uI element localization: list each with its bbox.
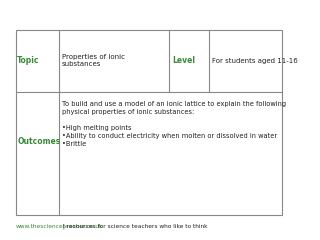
Text: Topic: Topic [17,56,40,65]
Text: Level: Level [172,56,195,65]
Text: To build and use a model of an ionic lattice to explain the following
physical p: To build and use a model of an ionic lat… [62,101,286,147]
Text: For students aged 11-16: For students aged 11-16 [212,58,298,64]
Text: www.thescienceteacher.co.uk: www.thescienceteacher.co.uk [16,224,103,229]
Text: Properties of ionic
substances: Properties of ionic substances [62,54,125,67]
Text: Outcomes: Outcomes [17,137,60,146]
Text: | resources for science teachers who like to think: | resources for science teachers who lik… [60,224,207,229]
